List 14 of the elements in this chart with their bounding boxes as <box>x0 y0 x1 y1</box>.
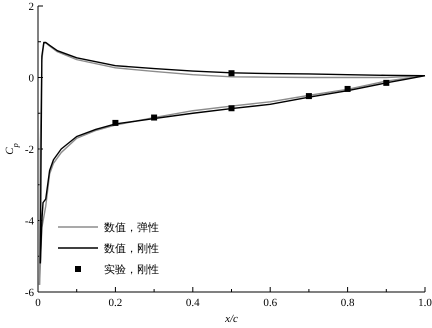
x-tick-label: 0.2 <box>108 297 122 309</box>
y-tick-label: -2 <box>24 144 34 156</box>
legend-label: 实验，刚性 <box>104 263 159 276</box>
y-tick-label: -4 <box>24 216 34 228</box>
x-axis-title: x/c <box>224 313 238 325</box>
x-tick-label: 0.8 <box>340 297 355 309</box>
y-tick-label: -6 <box>24 287 34 299</box>
legend-label: 数值，弹性 <box>104 221 159 234</box>
x-tick-label: 1.0 <box>418 297 432 309</box>
legend-label: 数值，刚性 <box>104 242 159 255</box>
x-tick-label: 0.4 <box>186 297 200 309</box>
y-tick-label: 2 <box>28 1 34 13</box>
x-tick-label: 0.6 <box>263 297 278 309</box>
y-tick-label: 0 <box>28 72 34 84</box>
